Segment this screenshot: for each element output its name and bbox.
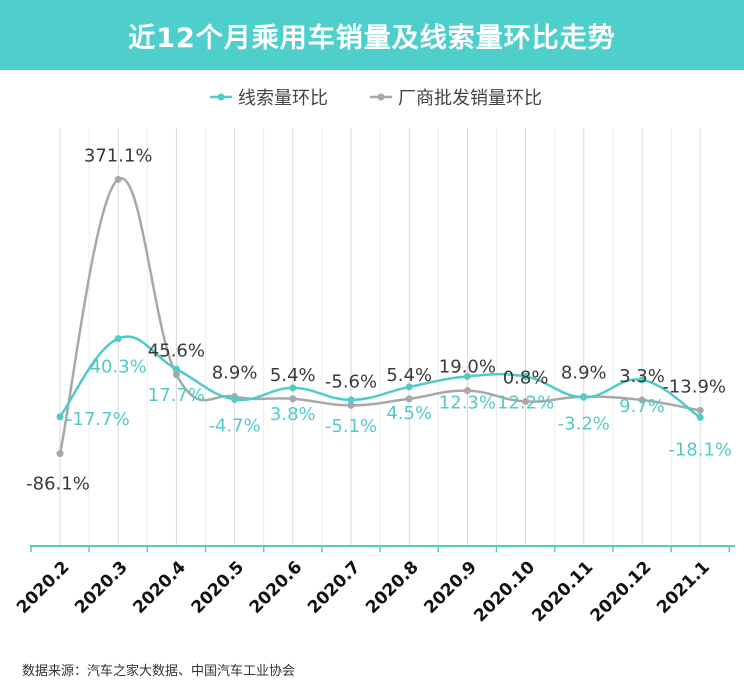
point-leads (347, 396, 355, 404)
legend-swatch-point (377, 93, 385, 101)
x-tick-label: 2020.2 (13, 557, 74, 618)
data-label-leads: 4.5% (386, 403, 432, 424)
x-tick-label: 2020.9 (420, 557, 481, 618)
point-leads (638, 376, 646, 384)
data-label-leads: 3.8% (270, 404, 316, 425)
x-tick-label: 2020.11 (528, 557, 597, 626)
data-label-wholesale: 5.4% (270, 365, 316, 386)
title-banner: 近12个月乘用车销量及线索量环比走势 (0, 0, 744, 70)
point-wholesale (638, 396, 646, 404)
x-tick-label: 2020.5 (188, 557, 249, 618)
chart-legend: 线索量环比 厂商批发销量环比 (210, 88, 542, 109)
point-leads (696, 413, 704, 421)
point-leads (405, 383, 413, 391)
x-tick-label: 2021.1 (653, 557, 714, 618)
legend-swatch-point (217, 93, 225, 101)
data-label-leads: -3.2% (558, 413, 610, 434)
point-leads (580, 393, 588, 401)
data-label-leads: 9.7% (619, 396, 665, 417)
data-label-wholesale: 19.0% (439, 357, 496, 378)
point-wholesale (463, 387, 471, 395)
data-label-leads: -18.1% (668, 439, 732, 460)
data-label-wholesale: 0.8% (503, 368, 549, 389)
data-label-leads: -17.7% (66, 409, 130, 430)
data-label-wholesale: -13.9% (662, 376, 726, 397)
data-label-leads: 12.2% (497, 393, 554, 414)
point-leads (56, 413, 64, 421)
point-leads (463, 372, 471, 380)
point-leads (522, 373, 530, 381)
chart-title: 近12个月乘用车销量及线索量环比走势 (128, 22, 616, 54)
data-source-note: 数据来源：汽车之家大数据、中国汽车工业协会 (22, 664, 296, 679)
point-wholesale (114, 175, 122, 183)
data-label-wholesale: 3.3% (619, 366, 665, 387)
x-tick-label: 2020.3 (71, 557, 132, 618)
x-tick-label: 2020.8 (362, 557, 423, 618)
data-label-wholesale: 8.9% (561, 363, 607, 384)
point-wholesale (522, 398, 530, 406)
x-tick-label: 2020.4 (129, 557, 190, 618)
data-label-leads: 17.7% (148, 385, 205, 406)
data-labels: -17.7%40.3%17.7%-4.7%3.8%-5.1%4.5%12.3% 1… (26, 145, 732, 494)
data-label-leads: -4.7% (208, 415, 260, 436)
series-points (56, 175, 704, 458)
data-label-leads: 40.3% (90, 357, 147, 378)
point-wholesale (347, 401, 355, 409)
data-label-leads: 12.3% (439, 392, 496, 413)
point-leads (289, 384, 297, 392)
point-leads (172, 365, 180, 373)
point-wholesale (405, 395, 413, 403)
grid-lines (59, 128, 701, 546)
x-tick-label: 2020.10 (470, 557, 539, 626)
line-chart: 线索量环比 厂商批发销量环比 2020.22020.32020.42020.520… (13, 88, 735, 626)
data-label-wholesale: -5.6% (325, 371, 377, 392)
series-line-leads (58, 335, 701, 419)
point-wholesale (696, 406, 704, 414)
x-tick-label: 2020.7 (304, 557, 365, 618)
point-wholesale (289, 395, 297, 403)
x-axis: 2020.22020.32020.42020.52020.62020.72020… (13, 545, 735, 626)
x-tick-label: 2020.6 (246, 557, 307, 618)
data-label-leads: -5.1% (325, 416, 377, 437)
legend-label: 厂商批发销量环比 (398, 88, 542, 109)
data-label-wholesale: 371.1% (84, 145, 153, 166)
data-label-wholesale: 45.6% (148, 341, 205, 362)
point-leads (231, 395, 239, 403)
point-leads (114, 335, 122, 343)
data-label-wholesale: -86.1% (26, 474, 90, 495)
point-wholesale (172, 371, 180, 379)
series-lines (58, 177, 701, 454)
point-wholesale (56, 450, 64, 458)
legend-label: 线索量环比 (238, 88, 328, 109)
data-label-wholesale: 8.9% (212, 363, 258, 384)
x-tick-label: 2020.12 (587, 557, 656, 626)
data-label-wholesale: 5.4% (386, 365, 432, 386)
